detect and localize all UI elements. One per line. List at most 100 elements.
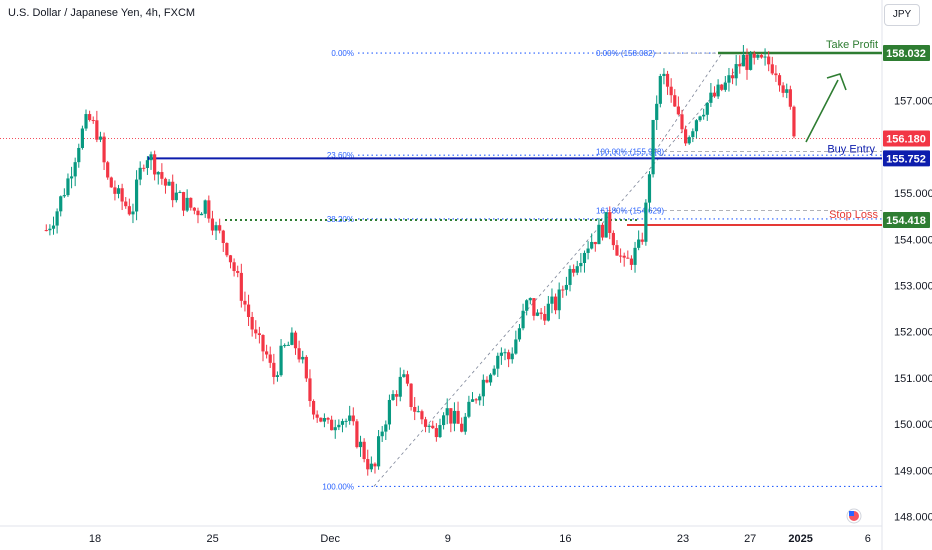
x-tick-label: 25 xyxy=(206,533,218,545)
fib-trend-line xyxy=(373,52,751,487)
candle-body xyxy=(633,247,637,265)
candle-body xyxy=(600,224,605,238)
candle-body xyxy=(326,418,330,420)
x-tick-label: 6 xyxy=(865,533,871,545)
candle-body xyxy=(460,423,464,432)
current-price-box xyxy=(883,130,930,147)
candle-body xyxy=(192,207,196,211)
candle-body xyxy=(777,75,782,86)
candle-body xyxy=(62,195,66,197)
candle-body xyxy=(442,415,446,426)
candle-body xyxy=(618,255,623,257)
candle-body xyxy=(257,333,261,336)
stop-loss-label: Stop Loss xyxy=(829,209,878,221)
candle-body xyxy=(597,224,601,245)
candle-body xyxy=(395,394,399,397)
candle-body xyxy=(322,418,327,422)
x-tick-label: 18 xyxy=(89,533,101,545)
currency-button[interactable]: JPY xyxy=(884,4,920,26)
candle-body xyxy=(109,177,113,188)
candle-body xyxy=(88,114,92,121)
candle-body xyxy=(608,212,612,233)
candle-body xyxy=(557,289,561,311)
candle-body xyxy=(496,355,500,369)
candle-body xyxy=(268,354,272,363)
candle-body xyxy=(246,304,251,317)
candle-body xyxy=(199,213,204,216)
candle-body xyxy=(611,232,615,246)
candle-body xyxy=(539,312,543,314)
candle-body xyxy=(788,89,792,107)
x-tick-label: 23 xyxy=(677,533,689,545)
candle-body xyxy=(720,84,724,90)
stop-loss-price-box xyxy=(883,211,930,228)
candle-body xyxy=(698,116,702,121)
candle-body xyxy=(427,425,431,427)
candle-body xyxy=(232,262,236,272)
candle-body xyxy=(738,64,742,67)
y-tick-label: 148.000 xyxy=(894,511,932,523)
candle-body xyxy=(250,316,254,330)
candle-body xyxy=(344,420,348,422)
candle-body xyxy=(55,211,59,226)
candle-body xyxy=(98,136,103,140)
candle-body xyxy=(69,176,74,179)
candle-body xyxy=(492,368,496,375)
take-profit-price-label: 158.032 xyxy=(886,48,926,60)
candle-body xyxy=(134,179,139,212)
candle-body xyxy=(716,84,720,97)
candle-body xyxy=(340,421,345,425)
candle-body xyxy=(380,431,384,437)
flag-icon[interactable] xyxy=(846,508,862,524)
candle-body xyxy=(474,399,478,401)
candle-body xyxy=(741,54,745,67)
fib-extension-label: 0.00% (158.082) xyxy=(596,49,655,58)
candle-body xyxy=(665,73,670,87)
candle-body xyxy=(481,379,485,397)
time-axis: 18 25 Dec 9 16 23 27 2025 6 xyxy=(89,533,871,545)
candle-body xyxy=(546,303,550,321)
chart-title: U.S. Dollar / Japanese Yen, 4h, FXCM xyxy=(8,7,196,19)
candle-body xyxy=(438,425,442,438)
candle-body xyxy=(528,298,532,301)
candle-body xyxy=(189,197,193,208)
candle-body xyxy=(763,56,767,58)
candle-body xyxy=(615,245,619,256)
candle-body xyxy=(319,417,323,422)
candle-body xyxy=(662,73,666,77)
candle-body xyxy=(507,352,511,360)
candle-body xyxy=(756,55,760,58)
candle-body xyxy=(550,296,554,304)
candle-body xyxy=(593,241,597,245)
candle-body xyxy=(514,339,518,354)
candle-body xyxy=(265,351,269,355)
candle-body xyxy=(149,154,153,161)
candle-body xyxy=(658,76,662,104)
candle-body xyxy=(413,406,417,412)
candle-body xyxy=(723,82,727,90)
candle-body xyxy=(272,362,276,377)
candle-body xyxy=(210,218,215,231)
candle-body xyxy=(254,329,258,334)
candle-body xyxy=(604,212,608,238)
candle-body xyxy=(561,289,565,291)
candle-body xyxy=(420,411,424,420)
candle-body xyxy=(153,154,157,175)
candle-body xyxy=(564,284,569,290)
candle-body xyxy=(423,419,428,427)
y-tick-label: 154.000 xyxy=(894,234,932,246)
candle-body xyxy=(655,103,659,120)
candle-body xyxy=(384,424,388,432)
candle-body xyxy=(640,239,644,242)
candle-body xyxy=(369,463,373,470)
candle-body xyxy=(156,172,160,175)
candle-body xyxy=(138,167,142,180)
candle-body xyxy=(590,241,594,249)
candle-body xyxy=(626,257,630,259)
candle-body xyxy=(485,379,489,383)
candle-body xyxy=(705,102,709,115)
candle-body xyxy=(102,136,106,163)
candle-body xyxy=(279,345,283,376)
candle-body xyxy=(106,162,110,178)
